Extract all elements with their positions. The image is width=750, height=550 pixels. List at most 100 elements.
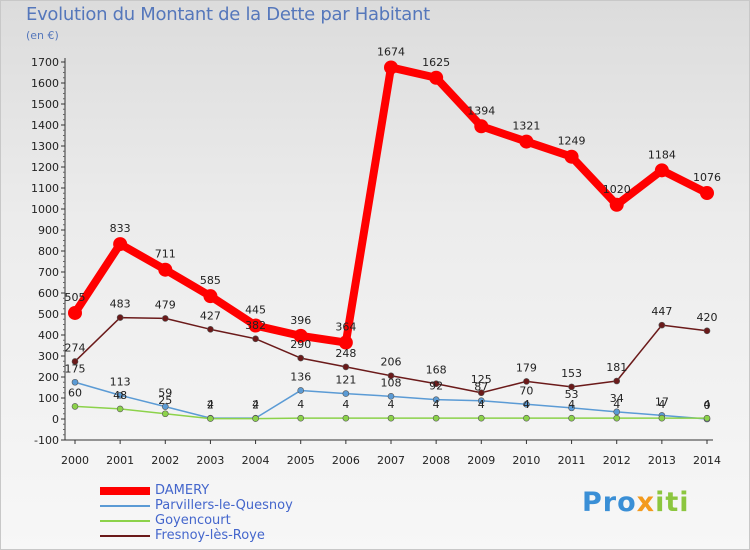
data-label: 4: [658, 398, 665, 411]
data-label: 479: [155, 298, 176, 311]
data-point: [568, 404, 575, 412]
data-point: [297, 387, 305, 394]
y-tick-label: 200: [38, 371, 59, 384]
y-tick-label: 400: [38, 329, 59, 342]
data-label: 711: [155, 248, 176, 261]
data-point: [613, 408, 621, 416]
y-tick-label: 100: [38, 392, 59, 405]
chart-title: Evolution du Montant de la Dette par Hab…: [26, 4, 430, 25]
y-tick-label: 1400: [31, 119, 59, 132]
data-label: 4: [478, 398, 485, 411]
data-label: 420: [697, 311, 718, 324]
legend-label: Fresnoy-lès-Roye: [155, 528, 265, 543]
data-label: 2: [252, 399, 259, 412]
data-label: 396: [290, 314, 311, 327]
data-point: [477, 414, 485, 422]
legend-label: Parvillers-le-Quesnoy: [155, 498, 293, 513]
x-tick-label: 2001: [106, 454, 134, 467]
data-point: [342, 414, 350, 422]
y-tick-label: 300: [38, 350, 59, 363]
x-tick-label: 2002: [151, 454, 179, 467]
data-label: 248: [335, 347, 356, 360]
data-label: 4: [613, 398, 620, 411]
data-label: 136: [290, 370, 311, 383]
data-point: [207, 326, 214, 333]
data-point: [161, 410, 169, 418]
data-label: 505: [65, 291, 86, 304]
data-label: 4: [252, 398, 259, 411]
y-tick-label: 800: [38, 245, 59, 258]
x-tick-label: 2008: [422, 454, 450, 467]
data-point: [293, 328, 308, 343]
series-fresnoy-l-s-roye: [71, 314, 711, 397]
data-point: [161, 403, 169, 410]
data-point: [523, 414, 530, 422]
data-label: 4: [704, 398, 711, 411]
data-point: [116, 391, 124, 399]
x-tick-label: 2003: [196, 454, 224, 467]
x-tick-label: 2000: [61, 454, 89, 467]
data-point: [519, 134, 534, 149]
data-point: [297, 414, 305, 422]
data-label: 1321: [512, 120, 540, 133]
data-point: [116, 405, 124, 413]
data-label: 1674: [377, 45, 405, 58]
data-label: 445: [245, 304, 266, 317]
y-tick-label: 1000: [31, 203, 59, 216]
series-goyencourt: [71, 403, 711, 422]
data-label: 60: [68, 386, 82, 399]
data-label: 179: [516, 361, 537, 374]
data-point: [432, 396, 440, 403]
y-tick-label: 900: [38, 224, 59, 237]
data-point: [700, 186, 714, 201]
data-label: 181: [606, 361, 627, 374]
y-tick-label: 700: [38, 266, 59, 279]
data-label: 1020: [603, 183, 631, 196]
y-tick-label: 600: [38, 287, 59, 300]
y-tick-label: 1500: [31, 98, 59, 111]
data-point: [658, 414, 666, 422]
y-tick-label: 0: [52, 413, 59, 426]
data-point: [203, 289, 218, 304]
data-label: 1625: [422, 56, 450, 69]
y-tick-label: 1100: [31, 182, 59, 195]
data-point: [432, 380, 440, 388]
data-label: 1394: [467, 104, 495, 117]
data-label: 108: [381, 376, 402, 389]
data-label: 4: [388, 398, 395, 411]
data-point: [429, 70, 444, 85]
data-label: 447: [651, 305, 672, 318]
y-tick-label: 1600: [31, 77, 59, 90]
data-point: [477, 397, 485, 405]
data-label: 25: [158, 394, 172, 407]
data-label: 59: [158, 387, 172, 400]
data-label: 4: [568, 398, 575, 411]
data-point: [113, 237, 128, 252]
data-point: [252, 335, 259, 343]
data-point: [387, 414, 395, 422]
data-label: 48: [113, 389, 127, 402]
x-tick-label: 2013: [648, 454, 676, 467]
data-point: [474, 119, 489, 134]
data-label: 364: [335, 321, 356, 334]
data-label: 4: [297, 398, 304, 411]
data-point: [564, 149, 579, 164]
data-label: 290: [290, 338, 311, 351]
data-point: [207, 415, 214, 422]
x-tick-label: 2005: [287, 454, 315, 467]
legend-swatch: [100, 487, 150, 495]
data-label: 4: [523, 398, 530, 411]
data-label: 70: [519, 384, 533, 397]
legend-label: Goyencourt: [155, 513, 231, 528]
data-point: [71, 358, 79, 365]
data-label: 585: [200, 274, 221, 287]
data-point: [71, 403, 79, 410]
legend-swatch: [100, 505, 150, 507]
data-label: 4: [342, 398, 349, 411]
data-label: 17: [655, 395, 669, 408]
data-label: 4: [433, 398, 440, 411]
data-point: [654, 163, 669, 178]
y-tick-label: 1300: [31, 140, 59, 153]
proxiti-logo: Proxiti: [582, 487, 690, 518]
